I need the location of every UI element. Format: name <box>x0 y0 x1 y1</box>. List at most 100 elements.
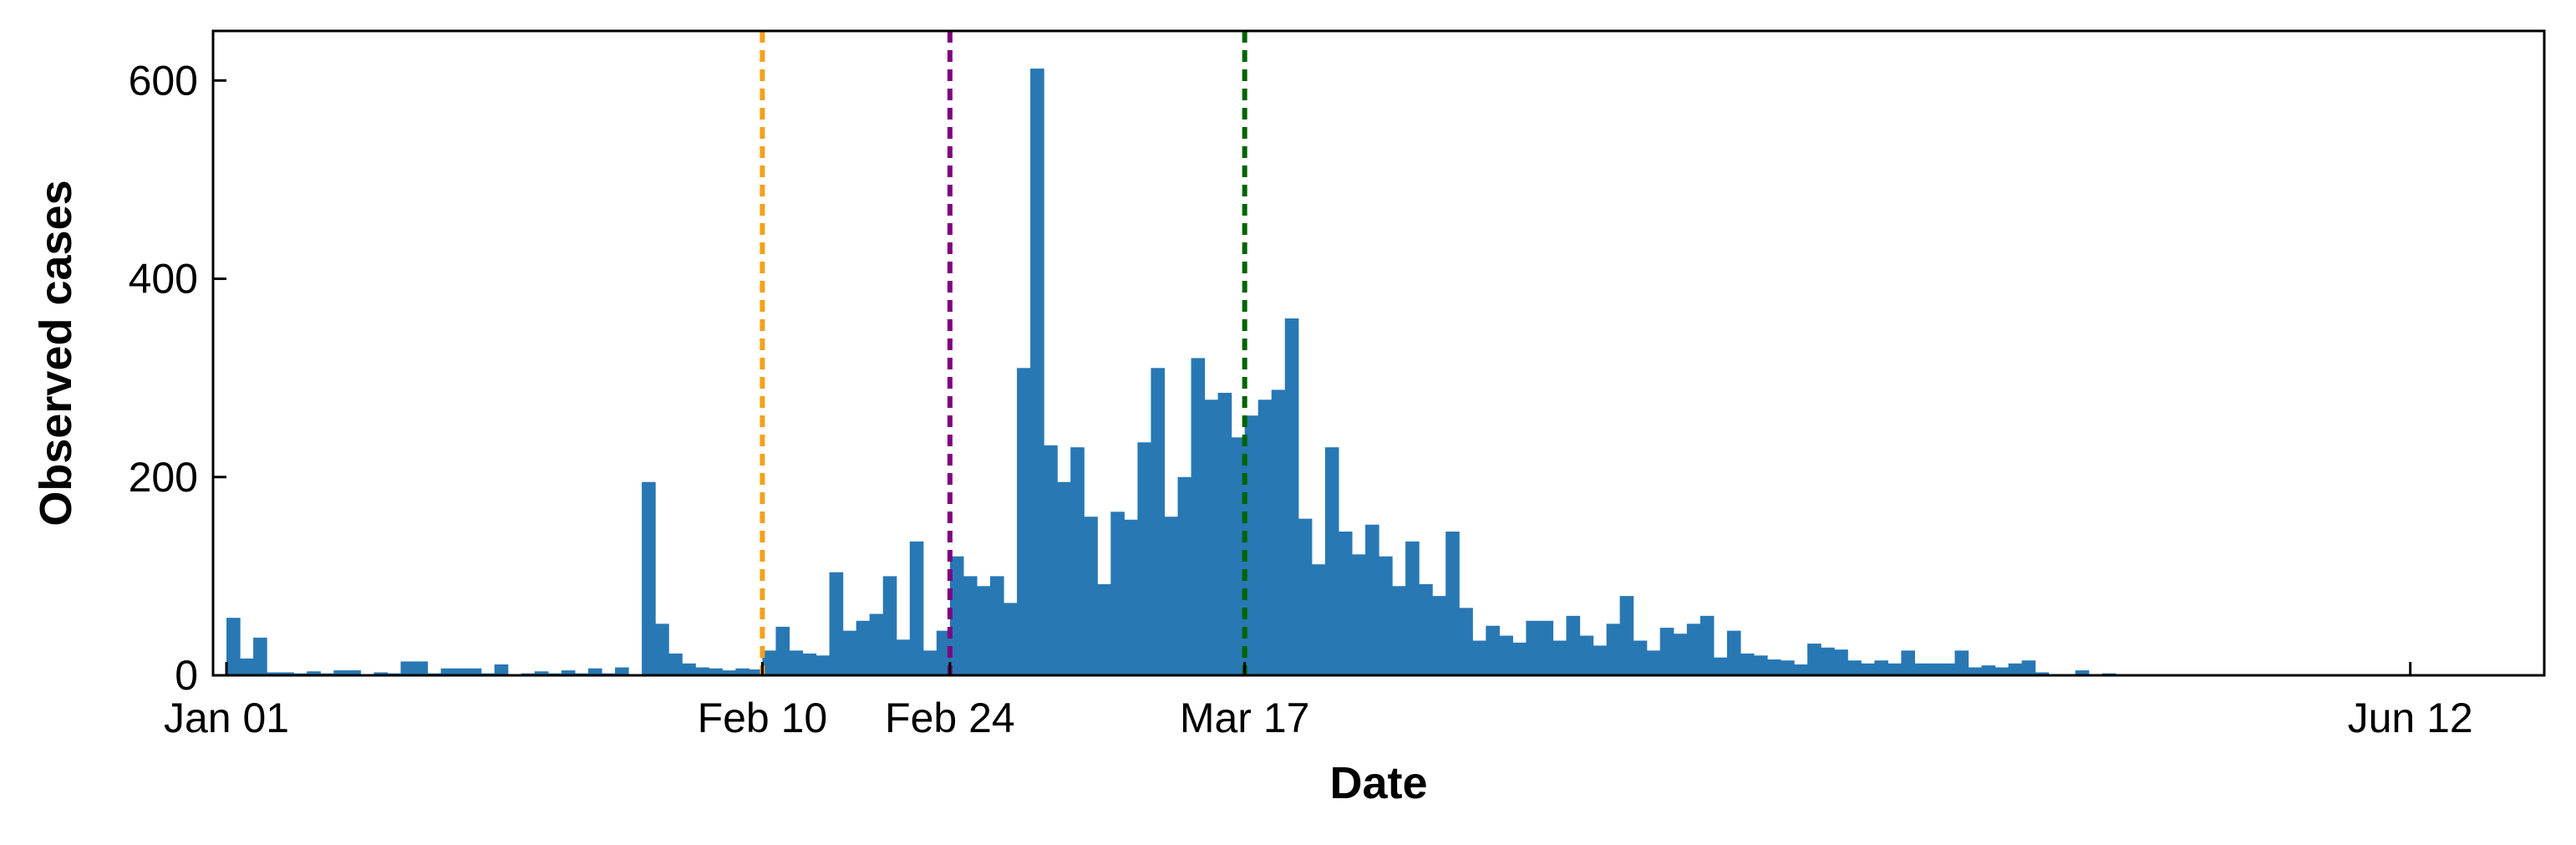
histogram-bar <box>1244 415 1259 675</box>
histogram-bar <box>1137 442 1152 675</box>
histogram-bar <box>1847 660 1862 675</box>
histogram-bar <box>655 624 669 675</box>
histogram-bar <box>1231 437 1246 675</box>
histogram-bar <box>1606 624 1621 675</box>
histogram-bar <box>1472 640 1486 675</box>
histogram-bar <box>1753 655 1768 675</box>
histogram-bar <box>1030 69 1044 675</box>
histogram-bar <box>1392 586 1406 675</box>
histogram-bar <box>1941 663 1956 675</box>
histogram-bar <box>494 664 509 675</box>
histogram-bar <box>2075 670 2090 675</box>
histogram-bar <box>668 653 683 675</box>
x-tick-label: Jan 01 <box>164 695 289 741</box>
histogram-bar <box>802 653 817 675</box>
histogram-bar <box>1593 645 1608 675</box>
histogram-bar <box>333 670 348 675</box>
histogram-bar <box>1834 649 1848 675</box>
histogram-bar <box>1258 400 1273 675</box>
histogram-bar <box>1351 554 1366 675</box>
histogram-bar <box>1486 625 1500 675</box>
histogram-bar <box>1124 519 1138 675</box>
histogram-bar <box>682 663 696 675</box>
histogram-bar <box>869 613 884 675</box>
histogram-bar <box>1821 647 1835 675</box>
histogram-bar <box>1003 603 1018 675</box>
histogram-bar <box>561 670 576 675</box>
histogram-bar <box>280 672 294 675</box>
histogram-bar <box>240 658 254 675</box>
histogram-bar <box>1861 663 1875 675</box>
histogram-bar <box>1700 615 1715 675</box>
histogram-bar <box>922 650 937 675</box>
histogram-bar <box>1338 532 1353 675</box>
histogram-bar <box>1017 368 1031 675</box>
histogram-bar <box>1888 663 1902 675</box>
histogram-bar <box>936 630 951 675</box>
x-tick-label: Feb 24 <box>885 695 1015 741</box>
y-axis-label: Observed cases <box>31 180 81 526</box>
histogram-bar <box>615 667 629 675</box>
histogram-bar <box>1044 445 1058 675</box>
histogram-bar <box>709 668 723 675</box>
histogram-bar <box>1499 635 1513 675</box>
histogram-bar <box>1646 650 1661 675</box>
histogram-bar <box>856 620 871 675</box>
histogram-bar <box>1284 318 1299 675</box>
histogram-bar <box>1901 650 1915 675</box>
histogram-bar <box>1633 640 1648 675</box>
histogram-bar <box>735 668 749 675</box>
x-tick-label: Mar 17 <box>1180 695 1310 741</box>
histogram-bar <box>1726 630 1741 675</box>
histogram-bar <box>1070 447 1085 675</box>
y-tick-label: 200 <box>129 454 198 501</box>
histogram-bar <box>414 661 429 675</box>
histogram-bar <box>695 667 709 675</box>
histogram-bar <box>1794 664 1808 675</box>
bars-group <box>226 69 2116 675</box>
y-axis-ticks: 0 200 400 600 <box>129 57 226 699</box>
histogram-bar <box>1619 596 1634 675</box>
x-tick-label: Feb 10 <box>698 695 828 741</box>
histogram-bar <box>842 630 857 675</box>
histogram-bar <box>1446 532 1460 675</box>
histogram-bar <box>587 668 602 675</box>
histogram-bar <box>1110 512 1125 675</box>
histogram-bar <box>775 626 790 675</box>
plot-frame <box>211 29 2546 677</box>
histogram-bar <box>1968 667 1983 675</box>
histogram-bar <box>1781 660 1795 675</box>
histogram-bar <box>253 637 267 675</box>
histogram-bar <box>400 661 415 675</box>
histogram-bar <box>1405 541 1420 675</box>
histogram-bar <box>1874 660 1888 675</box>
histogram-bar <box>1981 665 1996 675</box>
histogram-bar <box>1191 358 1206 675</box>
histogram-bar <box>1298 518 1313 675</box>
histogram-bar <box>1673 634 1688 675</box>
histogram-bar <box>1928 663 1943 675</box>
histogram-bar <box>963 576 978 675</box>
histogram-bar <box>1740 653 1755 675</box>
histogram-bar <box>1084 517 1098 675</box>
histogram-bar <box>440 668 455 675</box>
histogram-bar <box>1177 476 1192 675</box>
y-tick-label: 0 <box>175 652 198 699</box>
histogram-bar <box>762 650 777 675</box>
reference-lines-group <box>760 31 1247 675</box>
histogram-bar <box>1419 583 1433 675</box>
histogram-bar <box>2021 660 2036 675</box>
histogram-bar <box>896 639 911 675</box>
histogram-bar <box>1526 620 1541 675</box>
histogram-bar <box>1713 657 1728 675</box>
histogram-bar <box>1512 642 1527 675</box>
histogram-bar <box>882 576 897 675</box>
histogram-bar <box>829 572 844 675</box>
histogram-bar <box>1097 583 1111 675</box>
histogram-bar <box>1311 564 1326 675</box>
histogram-bar <box>722 670 736 675</box>
histogram-bar <box>1379 556 1393 675</box>
x-axis-label: Date <box>1329 758 1427 808</box>
histogram-bar <box>1686 624 1701 675</box>
